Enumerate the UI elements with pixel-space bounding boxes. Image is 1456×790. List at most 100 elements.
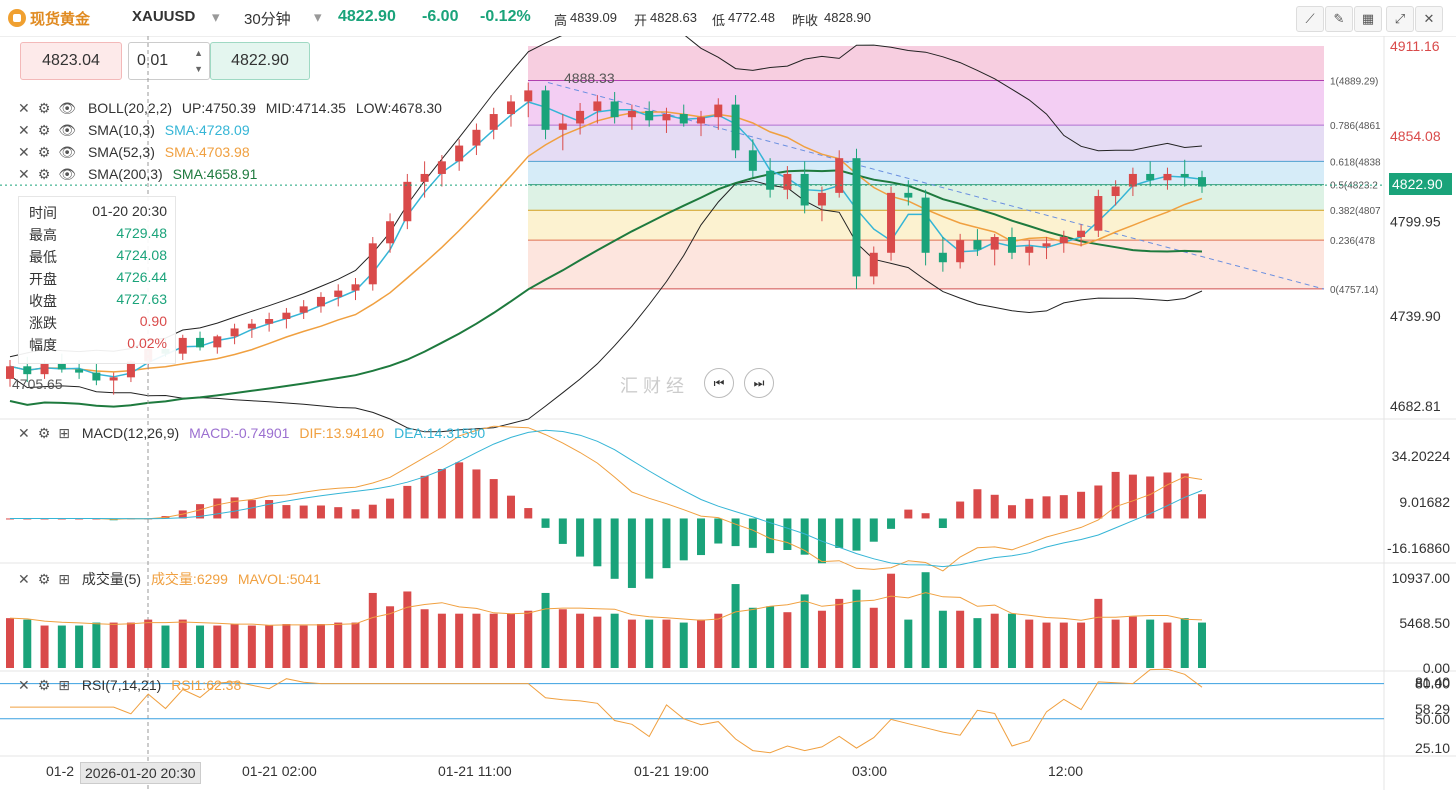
fib-label: 0.5(4823.2: [1330, 181, 1378, 192]
volume-bar: [489, 613, 498, 668]
add-icon[interactable]: ⊞: [58, 677, 71, 693]
remove-indicator-icon[interactable]: ✕: [18, 122, 30, 138]
step-forward-button[interactable]: ⏭: [744, 368, 774, 398]
price-axis-label: 4911.16: [1390, 38, 1440, 54]
info-time: 01-20 20:30: [92, 203, 167, 219]
volume-bar: [282, 624, 291, 668]
sma10-line: [9, 101, 1203, 378]
candle-body: [662, 114, 671, 121]
instrument-name: 现货黄金: [30, 11, 91, 28]
volume-bar: [921, 572, 930, 668]
fullscreen-icon[interactable]: ⤢: [1386, 6, 1414, 32]
macd-bar: [990, 494, 999, 519]
add-icon[interactable]: ⊞: [58, 571, 71, 587]
macd-bar: [1198, 494, 1206, 519]
volume-bar: [869, 607, 878, 668]
instrument-symbol[interactable]: XAUUSD: [132, 8, 196, 25]
period-select[interactable]: 30分钟: [244, 11, 291, 28]
candle-body: [1094, 196, 1103, 231]
remove-indicator-icon[interactable]: ✕: [18, 100, 30, 116]
lot-size-input[interactable]: 0.01 ▲ ▼: [128, 42, 210, 80]
volume-bar: [1163, 622, 1172, 668]
close-icon[interactable]: ✕: [1415, 6, 1443, 32]
buy-price-button[interactable]: 4822.90: [210, 42, 310, 80]
volume-bar: [1077, 622, 1086, 668]
volume-bar: [783, 612, 792, 668]
period-dropdown-icon[interactable]: ▾: [314, 9, 322, 26]
rsi-axis-label: 50.00: [1415, 711, 1450, 727]
dea-value: DEA:14.31590: [394, 425, 486, 441]
macd-bar: [230, 497, 239, 519]
volume-bar: [852, 589, 861, 668]
lot-up-icon[interactable]: ▲: [194, 48, 203, 58]
remove-indicator-icon[interactable]: ✕: [18, 425, 30, 441]
candle-body: [1128, 173, 1137, 187]
remove-indicator-icon[interactable]: ✕: [18, 571, 30, 587]
info-close-label: 收盘: [29, 293, 57, 309]
settings-icon[interactable]: ⚙: [37, 122, 51, 138]
info-chg: 0.90: [139, 313, 167, 329]
sell-price-button[interactable]: 4823.04: [20, 42, 122, 80]
settings-icon[interactable]: ⚙: [37, 166, 51, 182]
boll-mid: MID:4714.35: [265, 100, 346, 116]
rsi-line: [10, 668, 1203, 754]
candle-body: [645, 110, 654, 121]
remove-indicator-icon[interactable]: ✕: [18, 677, 30, 693]
volume-bar: [455, 613, 464, 668]
draw-line-icon[interactable]: ⟋: [1296, 6, 1324, 32]
settings-icon[interactable]: ⚙: [37, 100, 51, 116]
candle-body: [1198, 177, 1206, 187]
macd-bar: [938, 518, 947, 528]
volume-bar: [403, 591, 412, 668]
eye-icon[interactable]: 👁: [58, 100, 77, 116]
volume-bar: [144, 619, 153, 668]
volume-bar: [265, 625, 274, 668]
candle-body: [1007, 237, 1016, 253]
info-chg-label: 涨跌: [29, 315, 57, 331]
volume-bar: [766, 606, 775, 668]
volume-bar: [1042, 622, 1051, 668]
macd-bar: [645, 518, 654, 579]
add-icon[interactable]: ⊞: [58, 425, 71, 441]
time-axis-label: 01-21 11:00: [438, 763, 512, 779]
macd-axis-label: 34.20224: [1392, 448, 1451, 464]
eye-icon[interactable]: 👁: [58, 166, 77, 182]
chart-canvas[interactable]: 1(4889.29) 0.786(4861 0.618(4838 0.5(4823.2…: [0, 36, 1456, 790]
legend-rsi: ✕ ⚙ ⊞ RSI(7,14,21) RSI1:62.38: [18, 677, 247, 694]
candle-body: [800, 173, 809, 206]
volume-bar: [576, 613, 585, 668]
eye-icon[interactable]: 👁: [58, 122, 77, 138]
info-open: 4726.44: [116, 269, 167, 285]
volume-bar: [75, 625, 84, 668]
pencil-icon[interactable]: ✎: [1325, 6, 1353, 32]
settings-icon[interactable]: ⚙: [37, 571, 51, 587]
legend-volume: ✕ ⚙ ⊞ 成交量(5) 成交量:6299 MAVOL:5041: [18, 569, 327, 589]
settings-icon[interactable]: ⚙: [37, 144, 51, 160]
gold-logo-icon: [8, 9, 26, 27]
legend-sma52: ✕ ⚙ 👁 SMA(52,3) SMA:4703.98: [18, 144, 256, 161]
candle-body: [489, 114, 498, 130]
sma52-line: [9, 111, 1203, 373]
step-back-button[interactable]: ⏮: [704, 368, 734, 398]
macd-bar: [835, 518, 844, 548]
indicator-bars-icon[interactable]: ▦: [1354, 6, 1382, 32]
candle-body: [1025, 246, 1034, 253]
symbol-dropdown-icon[interactable]: ▾: [212, 9, 220, 26]
volume-bar: [627, 619, 636, 668]
boll-name: BOLL(20,2,2): [87, 100, 173, 116]
eye-icon[interactable]: 👁: [58, 144, 77, 160]
volume-bar: [697, 619, 706, 668]
remove-indicator-icon[interactable]: ✕: [18, 144, 30, 160]
macd-bar: [1111, 471, 1120, 519]
peak-annotation: 4888.33: [564, 70, 615, 86]
candle-body: [1059, 237, 1068, 244]
lot-down-icon[interactable]: ▼: [194, 64, 203, 74]
volume-bar: [316, 624, 325, 668]
remove-indicator-icon[interactable]: ✕: [18, 166, 30, 182]
settings-icon[interactable]: ⚙: [37, 425, 51, 441]
time-axis-label: 01-21 19:00: [634, 763, 709, 779]
candle-body: [558, 123, 567, 130]
settings-icon[interactable]: ⚙: [37, 677, 51, 693]
crosshair-date: 2026-01-20 20:30: [80, 762, 201, 784]
low-value: 4772.48: [728, 10, 775, 25]
